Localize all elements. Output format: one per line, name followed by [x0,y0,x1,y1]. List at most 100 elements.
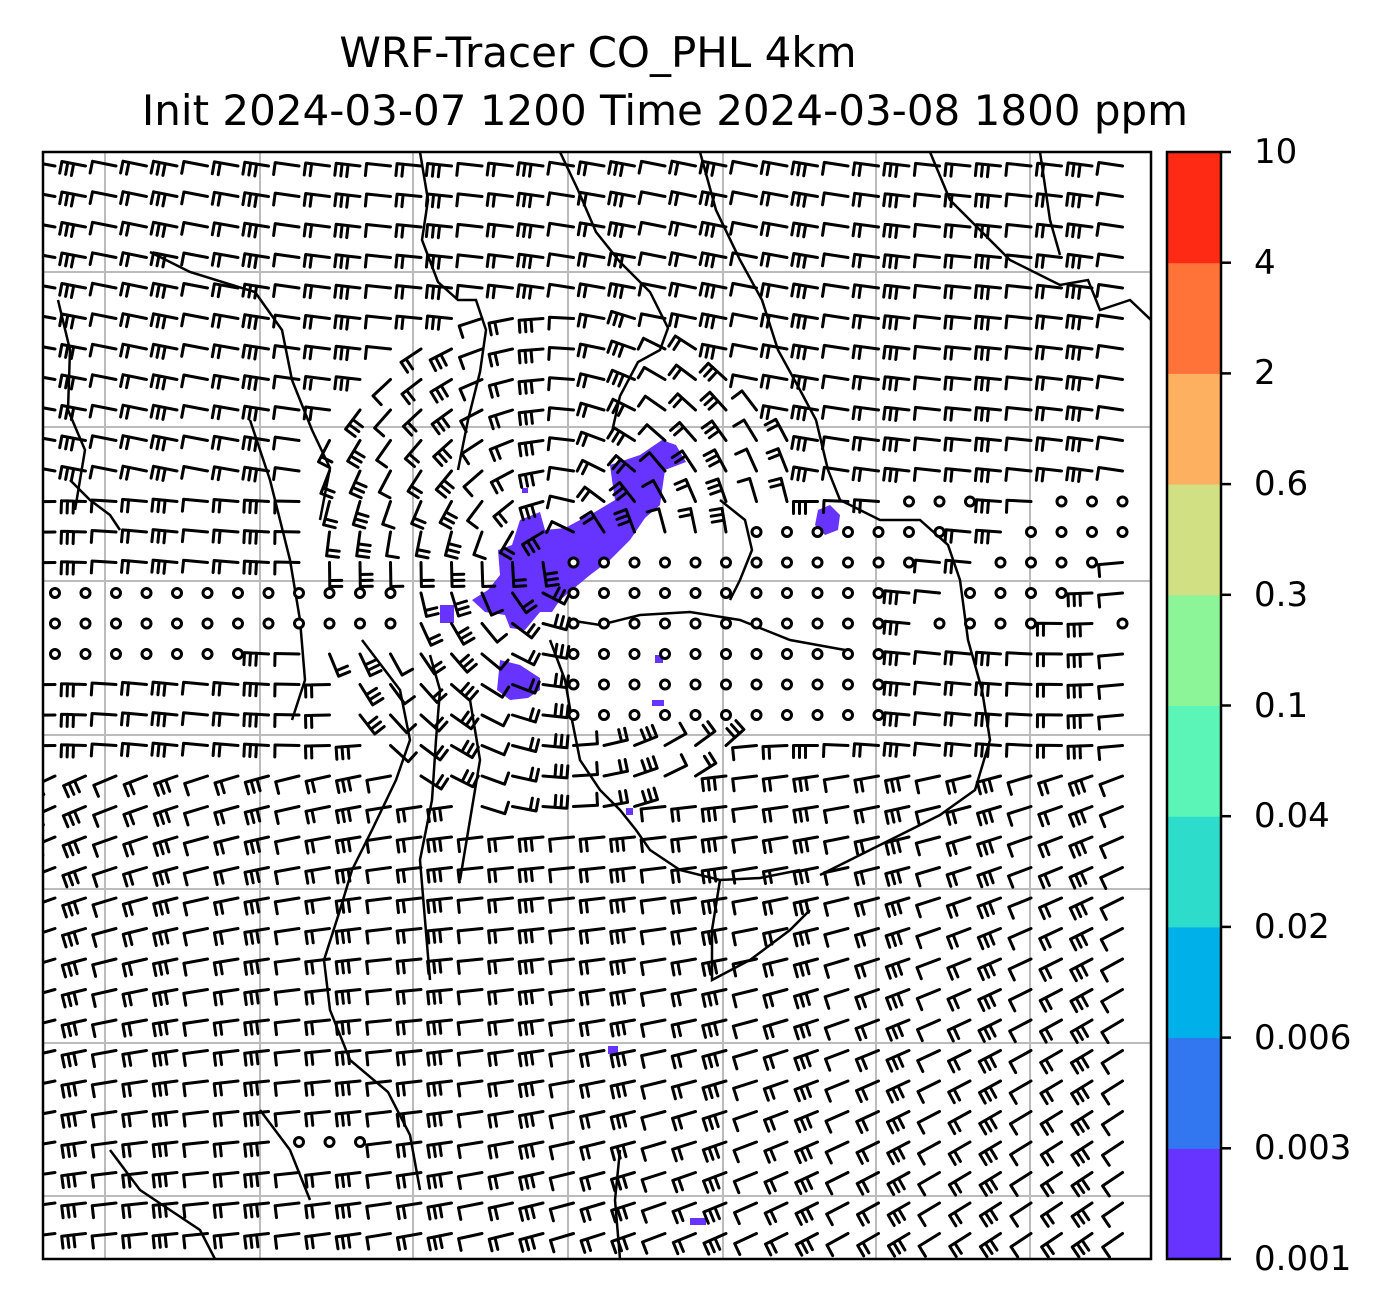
wind-barb [273,1049,301,1067]
wind-barb [302,161,331,178]
wind-barb [59,743,87,759]
wind-barb [365,1140,392,1159]
wind-barb [1037,805,1063,828]
wind-barb [761,866,789,885]
colorbar-segment [1167,262,1221,374]
wind-barb [243,805,270,826]
wind-barb [395,1110,423,1128]
wind-barb [450,769,480,789]
wind-barb [578,1018,606,1038]
calm-wind-circles [49,495,1129,1148]
wind-barb [759,343,789,360]
wind-barb [792,744,819,759]
wind-barb [576,282,606,299]
wind-barb [365,1232,392,1251]
wind-barb [794,1140,819,1165]
calm-wind-circle [598,648,610,660]
wind-barb [912,466,941,482]
wind-barb [792,774,819,793]
wind-barb [395,1232,423,1251]
wind-barb [60,1171,87,1190]
wind-barb [822,499,850,514]
wind-barb [974,742,1002,758]
wind-barb [1035,652,1063,668]
wind-barb [242,498,270,515]
wind-barb [548,927,575,945]
wind-barb [731,774,758,793]
calm-wind-circle [628,587,641,599]
wind-barb [492,500,514,528]
wind-barb [243,1079,270,1097]
wind-barb [609,1018,636,1038]
wind-barb [546,160,575,176]
wind-barb [272,191,301,207]
calm-wind-circle [628,709,641,721]
wind-barb [854,1049,880,1073]
wind-barb [242,559,270,576]
colorbar-ticks [1221,150,1231,1261]
wind-barb [1008,988,1033,1013]
wind-barb [541,763,570,780]
wind-barb [1097,744,1124,761]
wind-barb [670,835,697,854]
wind-barb [304,713,331,729]
wind-barb [149,159,179,177]
wind-barb [947,1079,972,1105]
wind-barb [1070,1232,1094,1259]
wind-barb [702,1201,728,1225]
wind-barb [578,988,606,1007]
wind-barb [729,190,758,206]
wind-barb [91,896,118,918]
wind-barb [793,988,819,1010]
wind-barb [243,835,270,856]
colorbar-tick-label: 2 [1254,353,1276,394]
wind-barb [334,1079,362,1097]
wind-barb [733,1201,758,1226]
wind-barb [304,683,331,699]
wind-barb [389,561,405,588]
calm-wind-circle [781,556,793,569]
wind-barb [1034,314,1063,330]
calm-wind-circle [842,709,854,721]
wind-barb [377,469,392,500]
wind-barb [914,835,941,857]
wind-barb [428,347,453,373]
wind-barb [1008,1049,1033,1075]
wind-barb [213,835,240,856]
colorbar-frame [1165,150,1223,1261]
wind-barb [180,497,209,513]
wind-barb [548,988,575,1006]
wind-barb [180,680,209,696]
wind-barb [701,1140,728,1163]
wind-barb [606,426,636,446]
wind-barb [149,373,179,391]
wind-barb [365,1201,392,1220]
calm-wind-circle [110,587,122,599]
wind-barb [793,1079,819,1103]
wind-barb [1004,223,1033,238]
wind-barb [149,190,179,208]
wind-barb [212,1140,240,1158]
wind-barb [152,957,179,977]
wind-barb [663,721,688,747]
wind-barb [424,223,453,240]
wind-barb [274,835,301,855]
wind-barb [375,439,392,469]
wind-barb [516,222,545,239]
wind-barb [606,397,636,417]
wind-barb [761,744,789,761]
wind-barb [424,253,453,270]
wind-barb [358,683,385,707]
wind-barb [1034,222,1063,239]
wind-barb [824,1049,850,1072]
wind-barb [731,866,758,885]
wind-barb [790,221,819,239]
calm-wind-circle [171,587,183,599]
wind-barb [304,1049,331,1067]
wind-barb [1038,957,1063,982]
wind-barb [243,957,270,976]
wind-barb [487,347,514,368]
wind-barb [946,988,972,1012]
wind-barb [92,774,118,798]
calm-wind-circle [964,617,976,630]
